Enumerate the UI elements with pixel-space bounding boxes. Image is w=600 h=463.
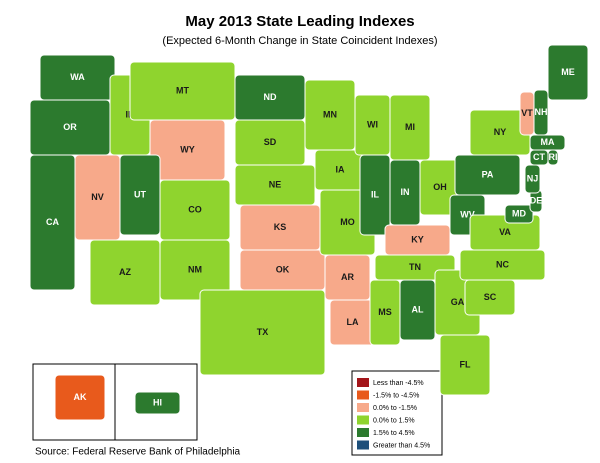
state-label: WY (180, 144, 195, 154)
state-label: TX (257, 327, 269, 337)
state-label: AK (74, 392, 87, 402)
state-label: HI (153, 397, 162, 407)
legend-label: Less than -4.5% (373, 380, 424, 387)
state-label: DE (530, 195, 543, 205)
state-label: IN (401, 187, 410, 197)
state-label: GA (451, 297, 465, 307)
state-shape (529, 134, 566, 151)
state-label: TN (409, 262, 421, 272)
state-label: WI (367, 119, 378, 129)
state-label: OR (63, 122, 77, 132)
state-label: KS (274, 222, 287, 232)
states: WAORCANVIDMTWYUTCOAZNMNDSDNEKSOKTXMNIAMO… (29, 44, 589, 421)
state-label: NM (188, 264, 202, 274)
legend-label: -1.5% to -4.5% (373, 392, 419, 399)
state-shape (504, 204, 534, 224)
state-label: NH (535, 107, 548, 117)
state-label: UT (134, 189, 146, 199)
source: Source: Federal Reserve Bank of Philadel… (35, 447, 241, 458)
state-label: OK (276, 264, 290, 274)
state-label: ME (561, 67, 575, 77)
state-shape (199, 289, 326, 376)
state-shape (134, 391, 181, 415)
state-label: SC (484, 292, 497, 302)
state-label: MO (340, 217, 355, 227)
state-label: RI (549, 152, 558, 162)
state-label: WA (70, 72, 85, 82)
state-label: PA (482, 169, 494, 179)
legend-swatch (357, 378, 369, 387)
legend-swatch (357, 440, 369, 450)
legend-swatch (357, 415, 369, 425)
legend: Less than -4.5% -1.5% to -4.5% 0.0% to -1.… (357, 378, 430, 450)
state-label: NE (269, 179, 282, 189)
title: May 2013 State Leading Indexes (185, 13, 414, 30)
legend-swatch (357, 428, 369, 437)
state-label: NJ (527, 173, 539, 183)
legend-swatch (357, 403, 369, 412)
state-label: AZ (119, 267, 131, 277)
state-label: OH (433, 182, 447, 192)
state-label: IL (371, 189, 380, 199)
state-label: WV (460, 209, 475, 219)
state-shape (533, 89, 549, 136)
state-label: VA (499, 227, 511, 237)
state-label: MI (405, 122, 415, 132)
legend-label: 0.0% to 1.5% (373, 417, 415, 424)
legend-swatch (357, 390, 369, 400)
state-label: SD (264, 137, 277, 147)
state-label: MT (176, 85, 189, 95)
state-label: KY (411, 234, 424, 244)
state-shape (464, 279, 516, 316)
legend-label: 1.5% to 4.5% (373, 430, 415, 437)
state-label: MD (512, 208, 526, 218)
legend-label: Greater than 4.5% (373, 442, 430, 449)
state-label: AL (412, 304, 424, 314)
state-label: MS (378, 307, 392, 317)
state-label: CO (188, 204, 202, 214)
state-shape (159, 239, 231, 301)
state-label: NV (91, 192, 104, 202)
state-label: NC (496, 259, 509, 269)
state-shape (439, 334, 491, 396)
state-label: AR (341, 272, 354, 282)
state-label: FL (460, 359, 471, 369)
state-label: CT (533, 152, 545, 162)
state-shape (547, 44, 589, 101)
state-label: IA (336, 164, 346, 174)
state-label: LA (347, 317, 359, 327)
state-label: MN (323, 109, 337, 119)
subtitle: (Expected 6-Month Change in State Coinci… (162, 35, 437, 47)
state-shape (54, 374, 106, 421)
state-label: ND (264, 92, 277, 102)
legend-label: 0.0% to -1.5% (373, 405, 417, 412)
state-label: NY (494, 127, 507, 137)
state-label: VT (521, 108, 533, 118)
state-label: MA (541, 137, 555, 147)
state-label: CA (46, 217, 59, 227)
